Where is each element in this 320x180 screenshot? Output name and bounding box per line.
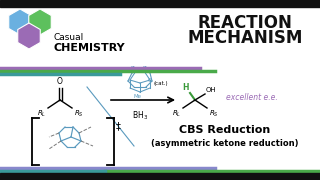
Text: ‡: ‡	[116, 121, 121, 131]
Bar	[0, 173, 320, 180]
Text: MECHANISM: MECHANISM	[187, 29, 303, 47]
Text: REACTION: REACTION	[197, 14, 292, 32]
Text: O: O	[148, 78, 152, 82]
Text: BH$_3$: BH$_3$	[132, 110, 148, 123]
Text: Casual: Casual	[53, 33, 83, 42]
Text: CHEMISTRY: CHEMISTRY	[53, 43, 124, 53]
Polygon shape	[18, 23, 40, 49]
Text: Ph: Ph	[131, 66, 137, 71]
Text: (asymmetric ketone reduction): (asymmetric ketone reduction)	[151, 138, 299, 147]
Polygon shape	[29, 9, 51, 35]
Polygon shape	[9, 9, 31, 35]
Text: excellent e.e.: excellent e.e.	[226, 93, 278, 102]
Bar	[0, 0, 320, 7]
Text: (cat.): (cat.)	[154, 82, 169, 87]
Text: H: H	[182, 83, 189, 92]
Text: $R_L$: $R_L$	[37, 109, 46, 119]
Text: O: O	[57, 77, 63, 86]
Text: CBS Reduction: CBS Reduction	[180, 125, 271, 135]
Text: Me: Me	[134, 94, 142, 99]
Text: Ph: Ph	[143, 66, 149, 71]
Text: $R_L$: $R_L$	[172, 109, 181, 119]
Text: OH: OH	[206, 87, 217, 93]
Text: $R_S$: $R_S$	[209, 109, 219, 119]
Text: $R_S$: $R_S$	[74, 109, 84, 119]
